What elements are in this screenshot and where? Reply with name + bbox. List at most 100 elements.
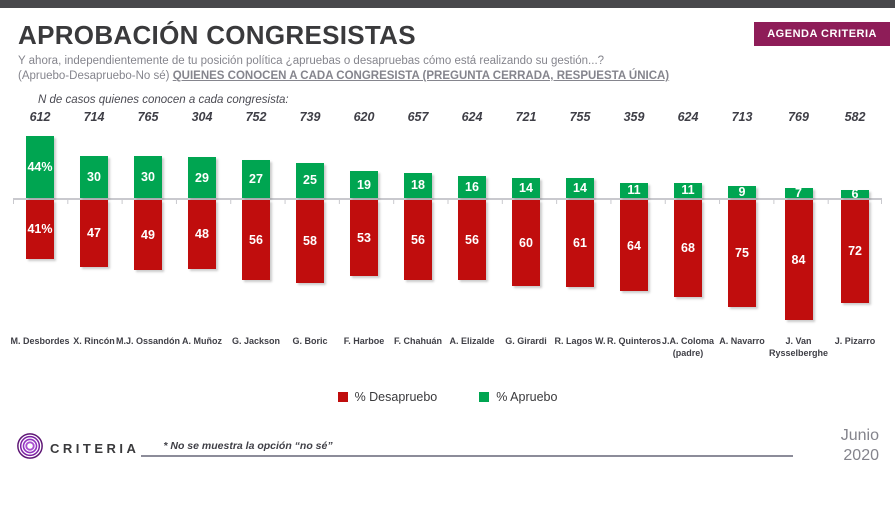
desapruebo-bar: 61 — [566, 200, 594, 287]
apruebo-bar: 44% — [26, 135, 54, 199]
category-label: F. Chahuán — [393, 336, 442, 347]
chart-column: 739 25 58 G. Boric — [283, 110, 337, 366]
n-value: 304 — [191, 110, 213, 125]
top-accent-bar — [0, 0, 895, 8]
apruebo-bar: 7 — [784, 186, 813, 201]
desapruebo-bar: 58 — [296, 200, 324, 283]
apruebo-bar: 30 — [80, 155, 108, 199]
desapruebo-bar: 56 — [242, 200, 270, 280]
desapruebo-value-label: 48 — [195, 227, 209, 242]
chart-column: 765 30 49 M.J. Ossandón — [116, 110, 180, 366]
category-label: A. Navarro — [719, 336, 765, 347]
desapruebo-value-label: 64 — [627, 238, 641, 253]
apruebo-value-label: 11 — [627, 183, 641, 198]
legend-item-desapruebo: % Desapruebo — [337, 390, 438, 405]
apruebo-value-label: 30 — [141, 169, 155, 184]
category-label: M.J. Ossandón — [115, 336, 180, 347]
chart-column: 582 6 72 J. Pizarro — [828, 110, 882, 366]
desapruebo-value-label: 56 — [411, 232, 425, 247]
n-value: 620 — [353, 110, 375, 125]
chart-column: 620 19 53 F. Harboe — [337, 110, 391, 366]
chart-column: 657 18 56 F. Chahuán — [391, 110, 445, 366]
apruebo-value-label: 29 — [195, 170, 209, 185]
chart-column: 612 44% 41% M. Desbordes — [10, 110, 69, 366]
n-cases-label: N de casos quienes conocen a cada congre… — [38, 94, 289, 107]
n-value: 721 — [515, 110, 537, 125]
n-value: 714 — [83, 110, 105, 125]
apruebo-bar: 14 — [512, 178, 540, 199]
apruebo-swatch — [479, 392, 490, 403]
desapruebo-value-label: 56 — [249, 232, 263, 247]
desapruebo-value-label: 41% — [27, 222, 53, 237]
desapruebo-bar: 72 — [841, 200, 870, 303]
bar-chart: 612 44% 41% M. Desbordes 714 30 47 X. Rincón 765… — [10, 110, 882, 366]
category-label: F. Harboe — [343, 336, 385, 347]
criteria-logo-text: CRITERIA — [50, 440, 140, 456]
chart-column: 752 27 56 G. Jackson — [229, 110, 283, 366]
chart-columns: 612 44% 41% M. Desbordes 714 30 47 X. Rincón 765… — [10, 110, 882, 366]
desapruebo-value-label: 84 — [791, 252, 806, 267]
category-label: X. Rincón — [73, 336, 115, 347]
category-label: A. Elizalde — [449, 336, 495, 347]
apruebo-value-label: 7 — [795, 186, 802, 201]
apruebo-bar: 9 — [728, 185, 756, 199]
category-label: A. Muñoz — [182, 336, 222, 347]
apruebo-bar: 11 — [674, 182, 702, 199]
desapruebo-value-label: 60 — [519, 235, 533, 250]
apruebo-value-label: 6 — [851, 186, 859, 201]
apruebo-value-label: 27 — [249, 171, 263, 186]
criteria-rings-icon — [16, 432, 44, 465]
desapruebo-value-label: 61 — [573, 236, 587, 251]
footer-divider: * No se muestra la opción “no sé” — [141, 431, 793, 457]
subtitle-filter: QUIENES CONOCEN A CADA CONGRESISTA (PREG… — [172, 70, 670, 83]
category-label: J.A. Coloma (padre) — [661, 336, 714, 359]
apruebo-value-label: 18 — [411, 178, 425, 193]
n-value: 612 — [29, 110, 51, 125]
x-axis-ticks — [13, 200, 882, 205]
desapruebo-bar: 48 — [188, 200, 216, 269]
apruebo-value-label: 11 — [681, 183, 695, 198]
legend-label-apruebo: % Apruebo — [496, 390, 558, 405]
desapruebo-bar: 68 — [674, 200, 702, 297]
chart-column: 713 9 75 A. Navarro — [715, 110, 769, 366]
n-value: 657 — [407, 110, 429, 125]
chart-legend: % Desapruebo % Apruebo — [0, 390, 895, 404]
apruebo-value-label: 44% — [27, 159, 53, 174]
desapruebo-bar: 75 — [728, 200, 756, 307]
desapruebo-bar: 49 — [134, 200, 162, 270]
header: APROBACIÓN CONGRESISTAS Y ahora, indepen… — [0, 8, 895, 84]
date-label: Junio 2020 — [793, 426, 879, 464]
page-title: APROBACIÓN CONGRESISTAS — [18, 20, 416, 50]
date-month: Junio — [840, 427, 879, 445]
category-label: G. Jackson — [231, 336, 281, 347]
chart-column: 624 11 68 J.A. Coloma (padre) — [661, 110, 715, 366]
n-value: 769 — [788, 110, 809, 125]
n-value: 739 — [299, 110, 321, 125]
apruebo-bar: 25 — [296, 162, 324, 199]
category-label: G. Boric — [292, 336, 328, 347]
criteria-logo: CRITERIA — [16, 432, 139, 465]
footnote: * No se muestra la opción “no sé” — [163, 439, 333, 452]
chart-column: 304 29 48 A. Muñoz — [175, 110, 229, 366]
desapruebo-bar: 47 — [80, 200, 108, 268]
desapruebo-value-label: 47 — [87, 226, 101, 241]
category-label: G. Girardi — [505, 336, 547, 347]
desapruebo-bar: 56 — [404, 200, 432, 280]
apruebo-bar: 19 — [350, 171, 378, 199]
apruebo-value-label: 14 — [573, 181, 587, 196]
category-label: R. Quinteros — [606, 336, 661, 347]
legend-item-apruebo: % Apruebo — [479, 390, 557, 404]
chart-column: 359 11 64 R. Quinteros — [607, 110, 661, 366]
desapruebo-bar: 64 — [620, 200, 648, 292]
desapruebo-bar: 56 — [458, 200, 486, 280]
desapruebo-swatch — [337, 392, 348, 403]
apruebo-value-label: 19 — [357, 177, 371, 192]
chart-column: 755 14 61 R. Lagos W. — [553, 110, 607, 366]
apruebo-value-label: 16 — [465, 179, 479, 194]
apruebo-value-label: 14 — [519, 181, 533, 196]
apruebo-bar: 6 — [841, 186, 870, 201]
n-value: 624 — [677, 110, 699, 125]
apruebo-bar: 14 — [566, 178, 594, 199]
chart-column: 714 30 47 X. Rincón — [67, 110, 121, 366]
legend-label-desapruebo: % Desapruebo — [354, 390, 438, 405]
